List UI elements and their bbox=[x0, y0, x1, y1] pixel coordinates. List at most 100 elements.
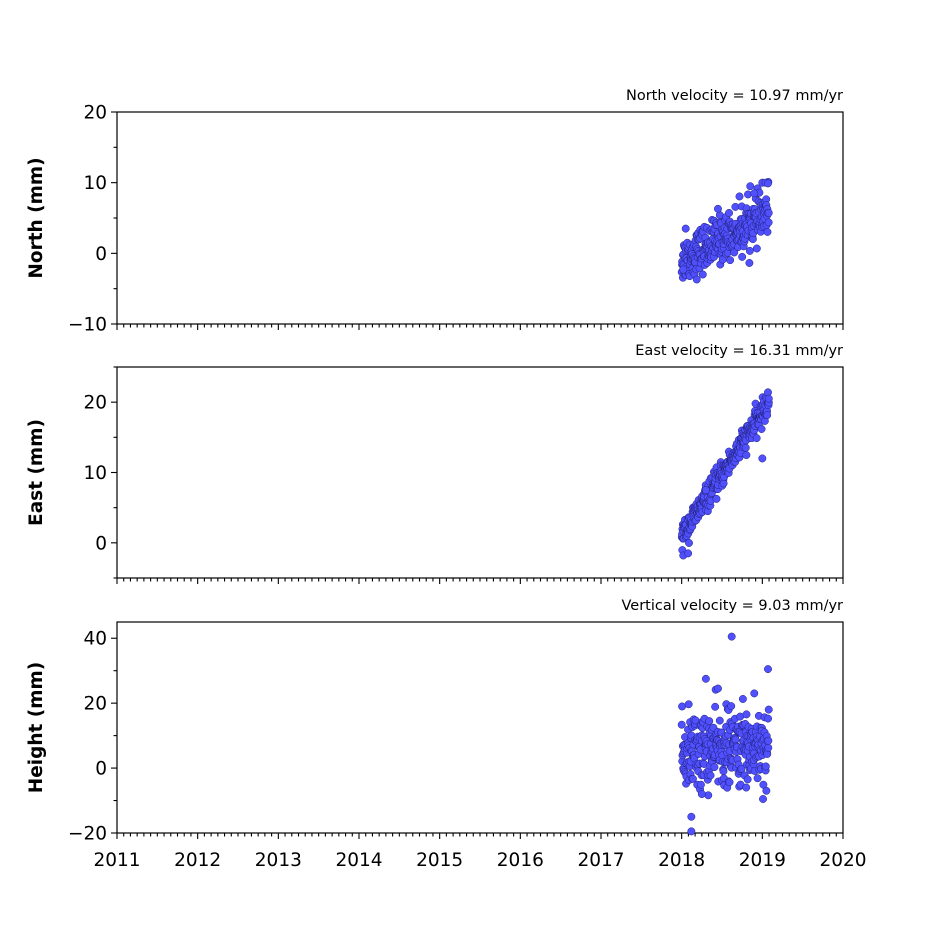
data-point bbox=[698, 270, 707, 279]
points-height bbox=[677, 632, 773, 836]
data-point bbox=[710, 763, 719, 772]
ytick-label-height: 40 bbox=[83, 629, 107, 650]
data-point bbox=[764, 665, 772, 674]
plot-frame-north bbox=[116, 111, 844, 325]
data-point bbox=[681, 224, 690, 233]
data-point bbox=[711, 702, 720, 711]
data-point bbox=[753, 774, 762, 783]
ytick-label-north: 10 bbox=[83, 173, 107, 194]
data-point bbox=[701, 486, 710, 495]
data-point bbox=[714, 684, 722, 693]
data-point bbox=[725, 778, 734, 787]
data-point bbox=[712, 494, 721, 503]
ytick-label-north: −10 bbox=[68, 315, 107, 336]
points-north bbox=[677, 178, 773, 284]
data-point bbox=[687, 812, 696, 821]
ytick-label-north: 20 bbox=[83, 103, 107, 124]
title-north: North velocity = 10.97 mm/yr bbox=[626, 88, 843, 104]
title-east: East velocity = 16.31 mm/yr bbox=[635, 343, 843, 359]
xtick-label-height: 2016 bbox=[497, 850, 544, 871]
data-point bbox=[764, 218, 773, 227]
ytick-label-east: 20 bbox=[83, 393, 107, 414]
data-point bbox=[764, 736, 773, 745]
ytick-label-north: 0 bbox=[95, 244, 107, 265]
data-point bbox=[762, 786, 771, 795]
data-point bbox=[684, 700, 693, 709]
ytick-label-east: 10 bbox=[83, 463, 107, 484]
ytick-label-east: 0 bbox=[95, 533, 107, 554]
xtick-label-height: 2020 bbox=[819, 850, 866, 871]
data-point bbox=[764, 394, 773, 403]
data-point bbox=[757, 425, 766, 433]
data-point bbox=[714, 204, 722, 213]
data-point bbox=[758, 454, 767, 463]
xtick-label-height: 2015 bbox=[416, 850, 463, 871]
plot-frame-east bbox=[116, 366, 844, 579]
ylabel-east: East (mm) bbox=[26, 419, 47, 526]
ytick-label-height: −20 bbox=[68, 824, 107, 845]
data-point bbox=[750, 689, 759, 698]
data-point bbox=[727, 632, 736, 641]
data-point bbox=[715, 716, 724, 725]
data-point bbox=[697, 790, 706, 798]
data-point bbox=[689, 774, 697, 783]
data-point bbox=[745, 246, 754, 255]
data-point bbox=[679, 265, 688, 274]
data-point bbox=[719, 767, 728, 776]
xtick-label-height: 2011 bbox=[93, 850, 140, 871]
data-point bbox=[719, 479, 728, 488]
data-point bbox=[752, 434, 761, 443]
xtick-label-height: 2018 bbox=[658, 850, 705, 871]
data-point bbox=[735, 192, 744, 201]
data-point bbox=[743, 775, 752, 784]
data-point bbox=[742, 783, 751, 792]
data-point bbox=[738, 695, 747, 703]
title-height: Vertical velocity = 9.03 mm/yr bbox=[622, 598, 844, 614]
panel-height: Vertical velocity = 9.03 mm/yr Height (mm… bbox=[26, 598, 867, 871]
ylabel-north: North (mm) bbox=[26, 157, 47, 278]
data-point bbox=[727, 702, 736, 711]
ylabel-height: Height (mm) bbox=[26, 662, 47, 794]
data-point bbox=[731, 735, 740, 744]
data-point bbox=[764, 179, 772, 188]
data-point bbox=[677, 720, 686, 729]
data-point bbox=[687, 827, 696, 836]
xtick-label-height: 2012 bbox=[174, 850, 221, 871]
xtick-label-height: 2019 bbox=[739, 850, 786, 871]
data-point bbox=[726, 256, 735, 265]
data-point bbox=[705, 717, 714, 726]
data-point bbox=[737, 765, 746, 773]
data-point bbox=[764, 714, 772, 723]
data-point bbox=[742, 710, 751, 719]
data-point bbox=[742, 451, 751, 460]
panel-east: East velocity = 16.31 mm/yr East (mm) 0 10 2… bbox=[26, 343, 844, 584]
data-point bbox=[701, 674, 710, 683]
xtick-label-height: 2014 bbox=[335, 850, 382, 871]
points-east bbox=[677, 388, 773, 560]
data-point bbox=[741, 443, 750, 452]
ytick-label-height: 0 bbox=[95, 759, 107, 780]
xtick-label-height: 2013 bbox=[255, 850, 302, 871]
data-point bbox=[738, 252, 747, 261]
data-point bbox=[685, 539, 693, 547]
data-point bbox=[764, 743, 773, 752]
data-point bbox=[750, 189, 759, 198]
data-point bbox=[763, 227, 772, 236]
data-point bbox=[696, 780, 705, 789]
data-point bbox=[706, 771, 715, 780]
data-point bbox=[684, 549, 693, 558]
data-point bbox=[692, 275, 701, 284]
xtick-label-height: 2017 bbox=[577, 850, 624, 871]
data-point bbox=[730, 248, 739, 257]
data-point bbox=[764, 705, 773, 714]
data-point bbox=[725, 209, 733, 217]
data-point bbox=[759, 795, 767, 803]
ytick-label-height: 20 bbox=[83, 694, 107, 715]
data-point bbox=[745, 259, 754, 267]
data-point bbox=[761, 762, 770, 771]
data-point bbox=[704, 791, 713, 800]
data-point bbox=[764, 208, 773, 217]
data-point bbox=[678, 702, 687, 711]
data-point bbox=[746, 182, 755, 191]
